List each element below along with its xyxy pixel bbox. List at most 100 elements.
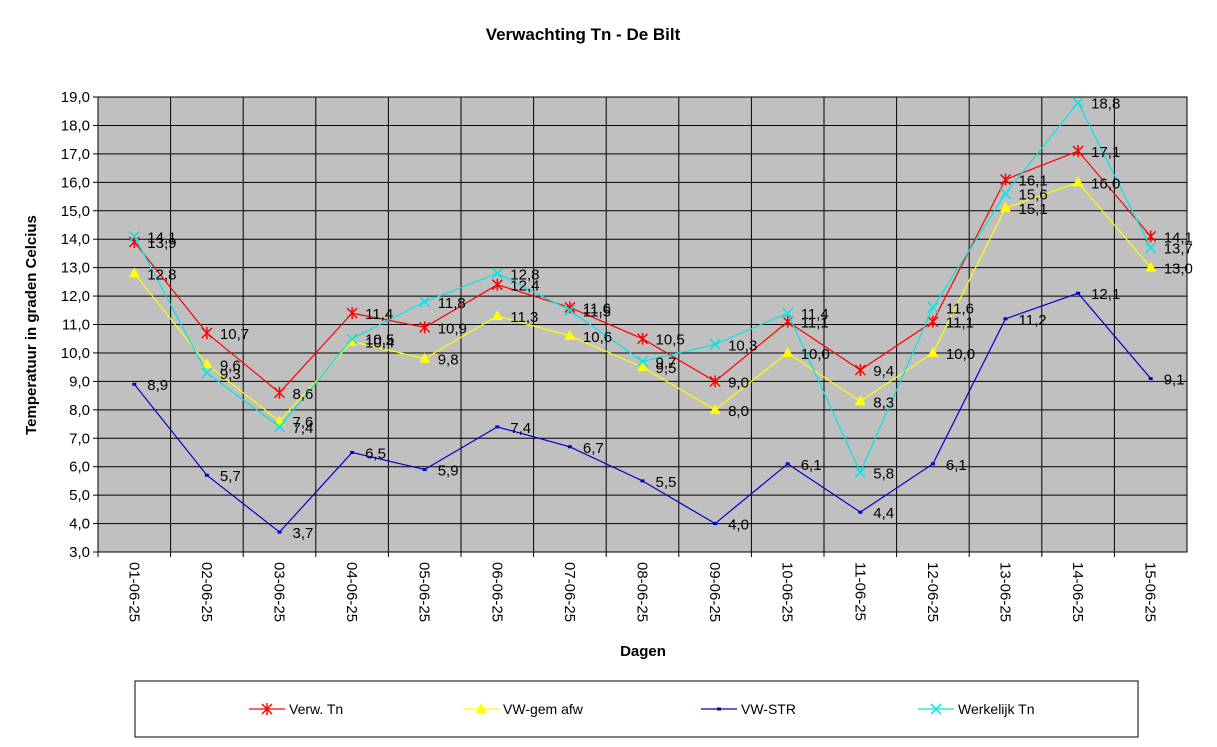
x-tick-label: 05-06-25 — [416, 562, 433, 622]
data-point — [261, 703, 273, 715]
data-label: 11,6 — [946, 300, 974, 317]
data-point — [927, 301, 939, 313]
data-label: 12,8 — [147, 266, 176, 283]
y-tick-label: 15,0 — [61, 203, 90, 220]
y-tick-label: 13,0 — [61, 260, 90, 277]
data-point — [636, 355, 649, 367]
y-tick-label: 11,0 — [62, 317, 90, 334]
data-point — [782, 346, 794, 357]
data-point — [713, 522, 718, 526]
data-point — [564, 301, 576, 314]
data-point — [346, 335, 358, 346]
data-point — [1072, 176, 1084, 187]
data-point — [273, 386, 286, 399]
x-tick-label: 02-06-25 — [198, 562, 215, 622]
data-label: 11,3 — [510, 309, 538, 326]
series-verw-tn — [128, 145, 1157, 399]
data-point — [930, 462, 935, 466]
data-point — [927, 346, 939, 357]
y-axis-ticks: 3,0 4,0 5,0 6,0 7,0 8,0 9,0 10,0 11,0 12,0 13,0 14,… — [61, 89, 98, 561]
x-tick-label: 11-06-25 — [851, 562, 868, 621]
data-label: 6,5 — [365, 445, 386, 462]
x-tick-label: 14-06-25 — [1069, 562, 1086, 622]
data-label: 8,3 — [873, 394, 894, 411]
data-point — [201, 327, 213, 340]
data-label: 15,1 — [1019, 201, 1048, 218]
data-point — [1145, 242, 1157, 254]
data-point — [782, 307, 794, 319]
data-point — [128, 267, 140, 278]
data-label: 8,9 — [147, 377, 168, 394]
data-label: 8,6 — [293, 386, 314, 403]
data-point — [564, 304, 576, 316]
data-point — [564, 329, 576, 340]
data-label: 10,5 — [365, 332, 394, 349]
x-tick-label: 12-06-25 — [924, 562, 941, 622]
data-label: 10,4 — [365, 335, 394, 352]
legend-item: Werkelijk Tn — [918, 701, 1035, 717]
x-tick-label: 15-06-25 — [1142, 562, 1159, 622]
data-label: 10,5 — [656, 332, 685, 349]
data-point — [999, 173, 1012, 186]
data-point — [717, 707, 721, 711]
y-tick-label: 12,0 — [61, 288, 90, 305]
x-tick-label: 04-06-25 — [343, 562, 360, 622]
legend-label: VW-STR — [741, 701, 796, 717]
data-point — [1000, 201, 1011, 212]
data-label: 5,7 — [220, 468, 241, 485]
data-label: 17,1 — [1091, 144, 1120, 161]
data-point — [132, 382, 137, 386]
data-point — [930, 703, 942, 715]
data-label: 18,8 — [1091, 96, 1120, 113]
data-label: 11,8 — [438, 295, 466, 312]
data-label: 11,5 — [583, 303, 611, 320]
data-point — [1148, 377, 1153, 381]
data-point — [640, 479, 645, 483]
y-tick-label: 14,0 — [61, 231, 90, 248]
data-point — [858, 510, 863, 514]
data-point — [637, 361, 648, 372]
data-point — [422, 468, 427, 472]
data-label: 7,6 — [293, 414, 314, 431]
data-label: 11,1 — [801, 315, 829, 332]
data-label: 9,7 — [656, 354, 677, 371]
data-point — [1145, 230, 1157, 243]
x-tick-label: 13-06-25 — [997, 562, 1014, 622]
x-tick-label: 08-06-25 — [634, 562, 651, 622]
data-label: 11,6 — [583, 300, 611, 317]
data-point — [567, 445, 572, 449]
data-label: 6,1 — [801, 457, 822, 474]
data-point — [128, 230, 140, 242]
legend-item: VW-gem afw — [463, 701, 584, 717]
data-label: 10,3 — [728, 337, 757, 354]
plot-area — [97, 96, 1188, 553]
data-label: 3,7 — [293, 525, 314, 542]
data-label: 9,6 — [220, 357, 241, 374]
data-label: 9,1 — [1164, 372, 1185, 389]
data-label: 15,6 — [1019, 187, 1048, 204]
data-label: 9,5 — [656, 360, 677, 377]
y-tick-label: 9,0 — [69, 373, 90, 390]
data-label: 11,4 — [365, 306, 393, 323]
data-point — [419, 321, 431, 334]
legend-box — [134, 680, 1139, 738]
data-point — [1003, 317, 1008, 321]
y-tick-label: 6,0 — [69, 459, 90, 476]
data-label: 9,4 — [873, 363, 894, 380]
x-tick-label: 01-06-25 — [125, 562, 142, 622]
y-tick-label: 3,0 — [69, 544, 90, 561]
data-point — [419, 352, 431, 363]
data-label: 10,9 — [438, 320, 467, 337]
x-tick-label: 07-06-25 — [561, 562, 578, 622]
series-layer — [128, 97, 1157, 534]
y-tick-label: 8,0 — [69, 402, 90, 419]
y-tick-label: 5,0 — [69, 487, 90, 504]
x-tick-label: 10-06-25 — [779, 562, 796, 622]
data-label: 6,1 — [946, 457, 967, 474]
data-point — [273, 421, 286, 433]
data-label: 9,0 — [728, 374, 749, 391]
data-point — [495, 425, 500, 429]
data-label: 12,8 — [510, 266, 539, 283]
y-tick-label: 17,0 — [61, 146, 90, 163]
